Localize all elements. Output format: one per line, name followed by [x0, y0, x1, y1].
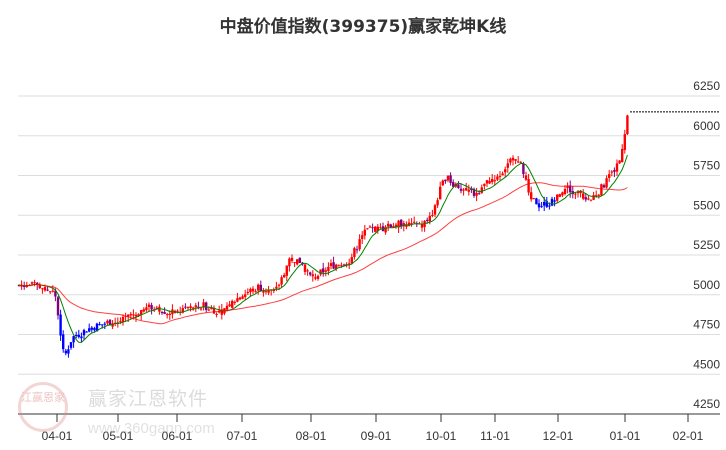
y-tick-label: 5750 [693, 159, 720, 173]
x-tick-label: 01-01 [610, 429, 641, 443]
x-tick-label: 04-01 [42, 429, 73, 443]
candles [17, 114, 629, 358]
y-tick-label: 5250 [693, 238, 720, 252]
y-tick-label: 4750 [693, 318, 720, 332]
y-tick-label: 4250 [693, 397, 720, 411]
y-tick-label: 5500 [693, 198, 720, 212]
x-tick-label: 05-01 [103, 429, 134, 443]
y-tick-label: 4500 [693, 357, 720, 371]
ma-short-line [19, 154, 628, 343]
x-tick-label: 06-01 [162, 429, 193, 443]
x-tick-label: 08-01 [296, 429, 327, 443]
x-tick-label: 11-01 [480, 429, 510, 443]
ma-long-line [19, 182, 628, 325]
y-tick-label: 6000 [693, 119, 720, 133]
x-tick-label: 02-01 [673, 429, 704, 443]
chart-title: 中盘价值指数(399375)赢家乾坤K线 [219, 17, 507, 37]
x-tick-label: 12-01 [543, 429, 574, 443]
x-tick-label: 07-01 [227, 429, 258, 443]
x-tick-label: 10-01 [426, 429, 457, 443]
x-tick-label: 09-01 [361, 429, 392, 443]
y-tick-label: 6250 [693, 79, 720, 93]
y-tick-label: 5000 [693, 278, 720, 292]
